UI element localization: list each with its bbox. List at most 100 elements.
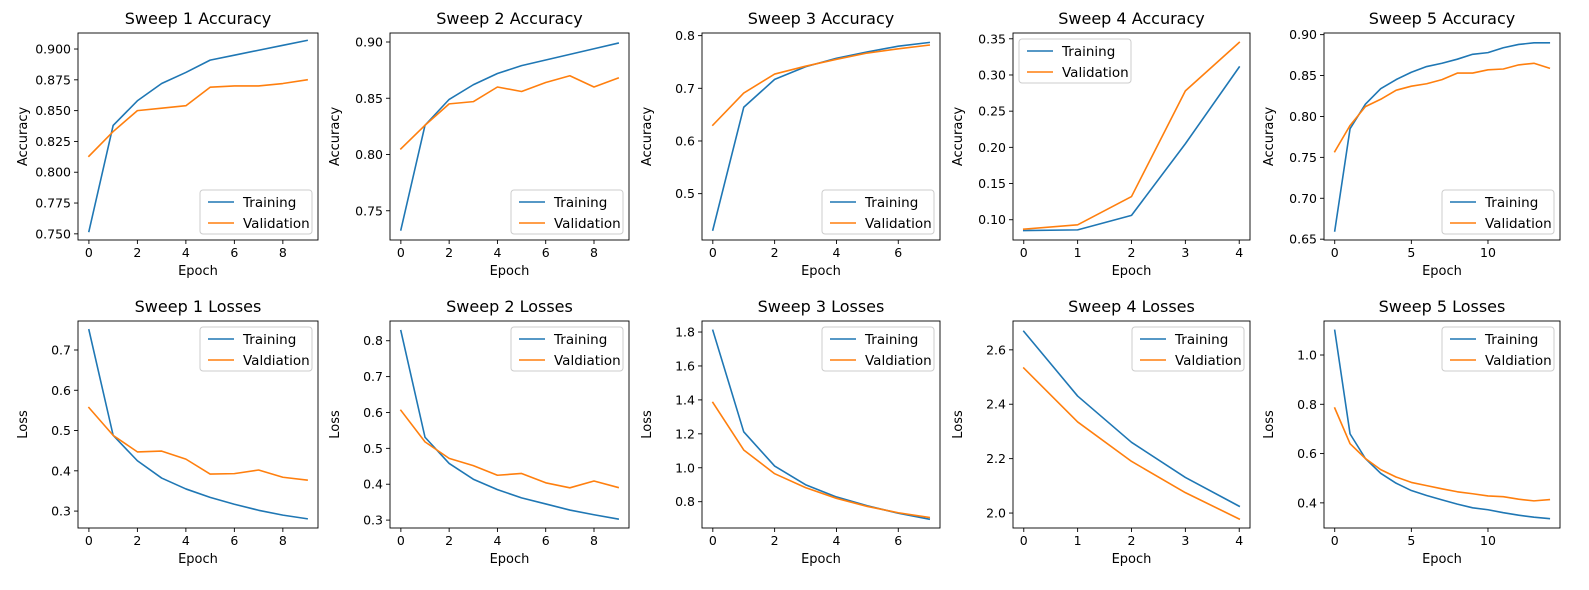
x-tick-label: 0: [1331, 533, 1339, 548]
series-line-valdiation: [399, 409, 620, 489]
y-tick-label: 0.825: [35, 134, 71, 149]
x-tick-label: 2: [771, 533, 779, 548]
series-line-training: [1333, 42, 1551, 232]
chart-panel-6: 0 2 4 6 8 0.3 0.4 0.5 0.6 0.7 Sweep 1 Losses Epoch L…: [16, 297, 319, 567]
x-tick-label: 2: [445, 245, 453, 260]
chart-panel-4: 0 1 2 3 4 0.10 0.15 0.20 0.25 0.30 0.35 Sweep 4 Acc…: [951, 9, 1251, 279]
x-tick-label: 6: [230, 245, 238, 260]
x-axis-label: Epoch: [801, 264, 841, 279]
legend: Training Valdiation: [821, 326, 935, 372]
legend-entry: Training: [242, 195, 296, 211]
x-tick-label: 4: [182, 245, 190, 260]
legend-entry: Training: [553, 195, 607, 211]
legend: Training Validation: [1441, 189, 1555, 235]
series-line-valdiation: [1333, 406, 1551, 502]
x-axis-label: Epoch: [1112, 552, 1152, 567]
y-tick-label: 0.800: [35, 165, 71, 180]
y-tick-label: 0.875: [35, 72, 71, 87]
x-tick-label: 0: [85, 245, 93, 260]
y-tick-label: 1.2: [675, 426, 695, 441]
legend-entry: Training: [1484, 332, 1538, 348]
chart-panel-10: 0 5 10 0.4 0.6 0.8 1.0 Sweep 5 Losses Epoch Loss T…: [1262, 297, 1561, 567]
x-tick-label: 0: [1020, 533, 1028, 548]
y-tick-label: 0.75: [355, 203, 383, 218]
x-tick-label: 2: [1128, 533, 1136, 548]
y-tick-label: 0.3: [51, 504, 71, 519]
y-tick-label: 2.4: [986, 397, 1006, 412]
legend-entry: Validation: [243, 216, 310, 232]
x-tick-label: 0: [1020, 245, 1028, 260]
chart-title: Sweep 3 Losses: [758, 297, 885, 316]
y-tick-label: 0.6: [675, 133, 695, 148]
y-tick-label: 0.90: [1289, 27, 1317, 42]
x-tick-label: 3: [1181, 245, 1189, 260]
y-tick-label: 0.750: [35, 226, 71, 241]
chart-panel-2: 0 2 4 6 8 0.75 0.80 0.85 0.90 Sweep 2 Accuracy Epo…: [328, 9, 630, 279]
legend-entry: Training: [864, 195, 918, 211]
legend-entry: Valdiation: [1175, 353, 1242, 369]
series-line-training: [87, 39, 309, 233]
chart-panel-3: 0 2 4 6 0.5 0.6 0.7 0.8 Sweep 3 Accuracy Epoch Acc…: [640, 9, 941, 279]
axes-frame: [77, 320, 319, 529]
x-tick-label: 5: [1407, 533, 1415, 548]
x-tick-label: 4: [832, 533, 840, 548]
y-tick-label: 0.7: [363, 369, 383, 384]
y-tick-label: 0.85: [355, 91, 383, 106]
axes-frame: [701, 320, 941, 529]
series-line-validation: [1022, 41, 1241, 231]
legend-entry: Training: [1061, 44, 1115, 60]
legend: Training Valdiation: [1131, 326, 1245, 372]
chart-title: Sweep 3 Accuracy: [748, 9, 894, 28]
x-tick-label: 6: [542, 245, 550, 260]
x-axis-label: Epoch: [1112, 264, 1152, 279]
y-tick-label: 2.6: [986, 342, 1006, 357]
x-tick-label: 0: [397, 533, 405, 548]
chart-panel-8: 0 2 4 6 0.8 1.0 1.2 1.4 1.6 1.8 Sweep 3 Losses Epoc…: [640, 297, 941, 567]
chart-title: Sweep 5 Losses: [1379, 297, 1506, 316]
y-tick-label: 0.75: [1289, 150, 1317, 165]
x-tick-label: 6: [894, 533, 902, 548]
y-tick-label: 0.6: [363, 405, 383, 420]
y-axis-label: Accuracy: [328, 107, 343, 167]
x-tick-label: 0: [85, 533, 93, 548]
x-tick-label: 8: [279, 533, 287, 548]
y-tick-label: 0.30: [978, 67, 1006, 82]
y-tick-label: 0.850: [35, 103, 71, 118]
series-line-training: [399, 42, 620, 231]
y-tick-label: 0.20: [978, 140, 1006, 155]
chart-title: Sweep 1 Accuracy: [125, 9, 271, 28]
legend-entry: Validation: [1062, 65, 1129, 81]
series-line-valdiation: [711, 401, 931, 519]
y-axis-label: Loss: [640, 410, 655, 439]
x-tick-label: 3: [1181, 533, 1189, 548]
series-line-validation: [399, 74, 620, 151]
x-tick-label: 0: [397, 245, 405, 260]
y-tick-label: 0.900: [35, 42, 71, 57]
x-tick-label: 4: [493, 245, 501, 260]
x-tick-label: 5: [1407, 245, 1415, 260]
y-tick-label: 0.4: [51, 463, 71, 478]
series-line-training: [1333, 329, 1551, 520]
series-line-training: [1022, 65, 1241, 232]
x-axis-label: Epoch: [490, 552, 530, 567]
x-tick-label: 4: [832, 245, 840, 260]
x-tick-label: 6: [894, 245, 902, 260]
y-tick-label: 0.10: [978, 212, 1006, 227]
series-line-validation: [87, 78, 309, 158]
y-tick-label: 0.4: [1297, 495, 1317, 510]
legend-entry: Valdiation: [1485, 353, 1552, 369]
axes-frame: [701, 32, 941, 241]
legend-entry: Training: [1484, 195, 1538, 211]
x-tick-label: 4: [1235, 533, 1243, 548]
axes-frame: [1323, 320, 1561, 529]
x-tick-label: 4: [1235, 245, 1243, 260]
y-tick-label: 0.8: [1297, 397, 1317, 412]
y-tick-label: 0.775: [35, 196, 71, 211]
x-tick-label: 2: [133, 245, 141, 260]
y-tick-label: 1.4: [675, 392, 695, 407]
x-tick-label: 6: [230, 533, 238, 548]
legend: Training Valdiation: [199, 326, 313, 372]
chart-title: Sweep 5 Accuracy: [1369, 9, 1515, 28]
x-tick-label: 0: [709, 533, 717, 548]
